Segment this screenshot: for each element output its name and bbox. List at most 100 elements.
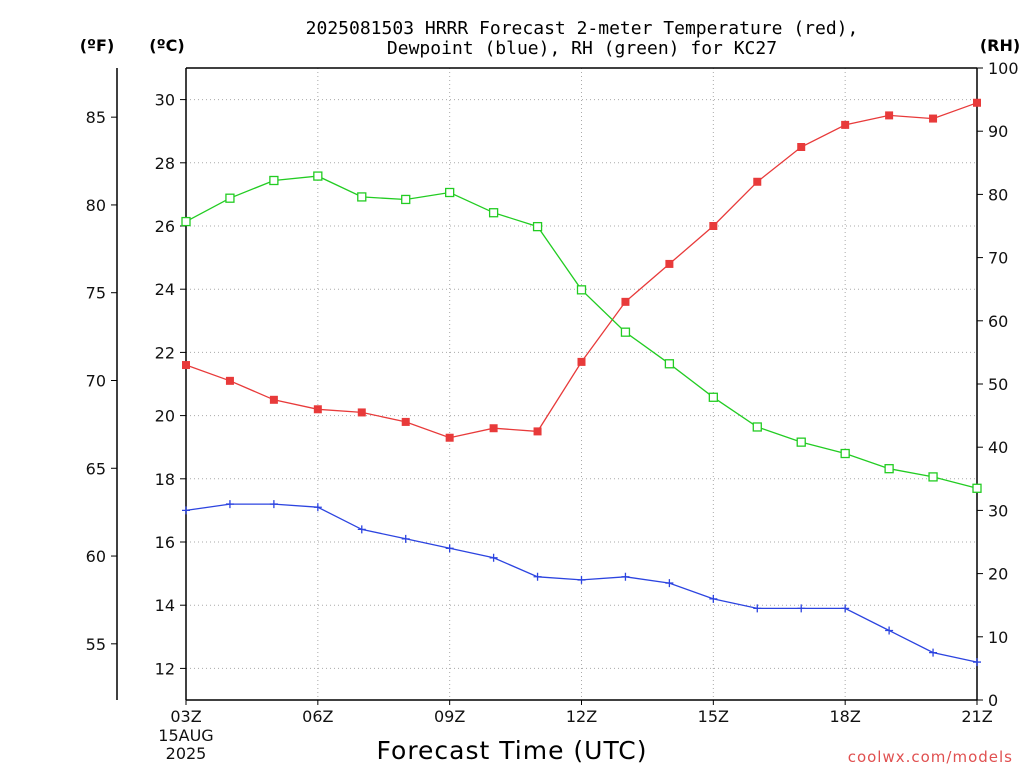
grid-lines: [185, 68, 978, 700]
rh-point: [313, 171, 323, 181]
rh-point: [664, 359, 675, 369]
temperature-point: [753, 177, 762, 186]
celsius-tick-label: 18: [155, 470, 175, 489]
rh-tick-label: 40: [988, 438, 1008, 457]
temperature-point: [445, 433, 454, 442]
rh-unit-label: (RH): [980, 36, 1020, 55]
celsius-tick-label: 28: [155, 154, 175, 173]
dewpoint-point: [182, 506, 190, 515]
rh-tick-label: 100: [988, 59, 1019, 78]
rh-point: [884, 464, 894, 474]
temperature-point: [533, 427, 542, 436]
dewpoint-point: [621, 572, 630, 581]
dewpoint-point: [225, 500, 234, 509]
temperature-point: [885, 111, 894, 120]
celsius-tick-label: 12: [155, 659, 175, 678]
temperature-point: [357, 408, 366, 417]
fahrenheit-tick-label: 55: [86, 635, 106, 654]
x-tick-label: 21Z: [961, 707, 992, 726]
dewpoint-point: [709, 594, 718, 603]
temperature-point: [577, 357, 586, 366]
fahrenheit-tick-label: 70: [86, 371, 106, 390]
x-tick-label: 03Z: [170, 707, 201, 726]
celsius-tick-label: 16: [155, 533, 175, 552]
temperature-point: [929, 114, 938, 123]
rh-point: [840, 448, 850, 459]
series-layer: [181, 98, 982, 667]
dewpoint-point: [885, 626, 894, 635]
temperature-point: [225, 376, 234, 385]
rh-tick-label: 10: [988, 628, 1008, 647]
celsius-tick-label: 24: [155, 280, 175, 299]
dewpoint-point: [973, 658, 981, 667]
rh-point: [181, 216, 191, 227]
chart-title-line1: 2025081503 HRRR Forecast 2-meter Tempera…: [306, 18, 859, 39]
temperature-line: [185, 102, 978, 439]
dewpoint-point: [269, 500, 278, 509]
temperature-point: [709, 222, 718, 230]
rh-point: [620, 327, 631, 337]
fahrenheit-tick-label: 80: [86, 196, 106, 215]
x-axis-date-line2: 2025: [166, 744, 207, 763]
rh-tick-label: 50: [988, 375, 1008, 394]
dewpoint-point: [929, 648, 938, 657]
celsius-tick-label: 22: [155, 343, 175, 362]
x-tick-label: 18Z: [830, 707, 861, 726]
fahrenheit-unit-label: (ºF): [80, 36, 115, 55]
x-axis-ticks: 03Z 06Z 09Z 12Z 15Z 18Z 21Z: [170, 700, 993, 726]
celsius-tick-label: 20: [155, 407, 175, 426]
temperature-point: [401, 417, 410, 426]
rh-tick-label: 70: [988, 249, 1008, 268]
dewpoint-point: [753, 604, 762, 613]
rh-point: [972, 483, 982, 493]
credit-text: coolwx.com/models: [848, 748, 1013, 766]
dewpoint-point: [797, 604, 806, 613]
temperature-point: [313, 405, 322, 414]
fahrenheit-tick-label: 65: [86, 459, 106, 478]
x-tick-label: 06Z: [302, 707, 333, 726]
rh-axis-ticks: 0 10 20 30 40 50 60 70 80 90 100: [977, 59, 1019, 710]
x-axis-date-line1: 15AUG: [158, 726, 213, 745]
fahrenheit-tick-label: 75: [86, 284, 106, 303]
dewpoint-point: [489, 553, 498, 562]
rh-point: [752, 422, 762, 432]
x-tick-label: 15Z: [698, 707, 729, 726]
rh-point: [796, 437, 806, 447]
celsius-tick-label: 26: [155, 217, 175, 236]
celsius-unit-label: (ºC): [149, 36, 184, 55]
celsius-tick-label: 14: [155, 596, 175, 615]
rh-point: [445, 187, 455, 198]
fahrenheit-tick-label: 85: [86, 108, 106, 127]
dewpoint-point: [533, 572, 542, 581]
rh-tick-label: 80: [988, 185, 1008, 204]
dewpoint-point: [841, 604, 850, 613]
temperature-point: [973, 98, 981, 107]
dewpoint-point: [401, 534, 410, 543]
dewpoint-point: [313, 503, 322, 512]
celsius-axis-ticks: 12 14 16 18 20 22 24 26 28 30: [155, 91, 186, 678]
dewpoint-point: [357, 525, 366, 534]
temperature-point: [621, 297, 630, 306]
rh-tick-label: 0: [988, 691, 998, 710]
temperature-point: [269, 395, 278, 404]
rh-point: [225, 193, 235, 203]
dewpoint-point: [577, 575, 586, 584]
rh-tick-label: 60: [988, 312, 1008, 331]
rh-point: [576, 285, 587, 295]
rh-point: [488, 208, 499, 218]
x-tick-label: 12Z: [566, 707, 597, 726]
rh-point: [928, 472, 938, 482]
dewpoint-point: [665, 579, 674, 588]
x-axis-label: Forecast Time (UTC): [377, 736, 648, 765]
fahrenheit-tick-label: 60: [86, 547, 106, 566]
celsius-tick-label: 30: [155, 91, 175, 110]
dewpoint-point: [445, 544, 454, 553]
rh-tick-label: 90: [988, 122, 1008, 141]
temperature-point: [665, 259, 674, 268]
rh-tick-label: 30: [988, 501, 1008, 520]
rh-point: [357, 192, 367, 202]
temperature-point: [489, 424, 498, 433]
x-tick-label: 09Z: [434, 707, 465, 726]
temperature-point: [797, 143, 806, 151]
